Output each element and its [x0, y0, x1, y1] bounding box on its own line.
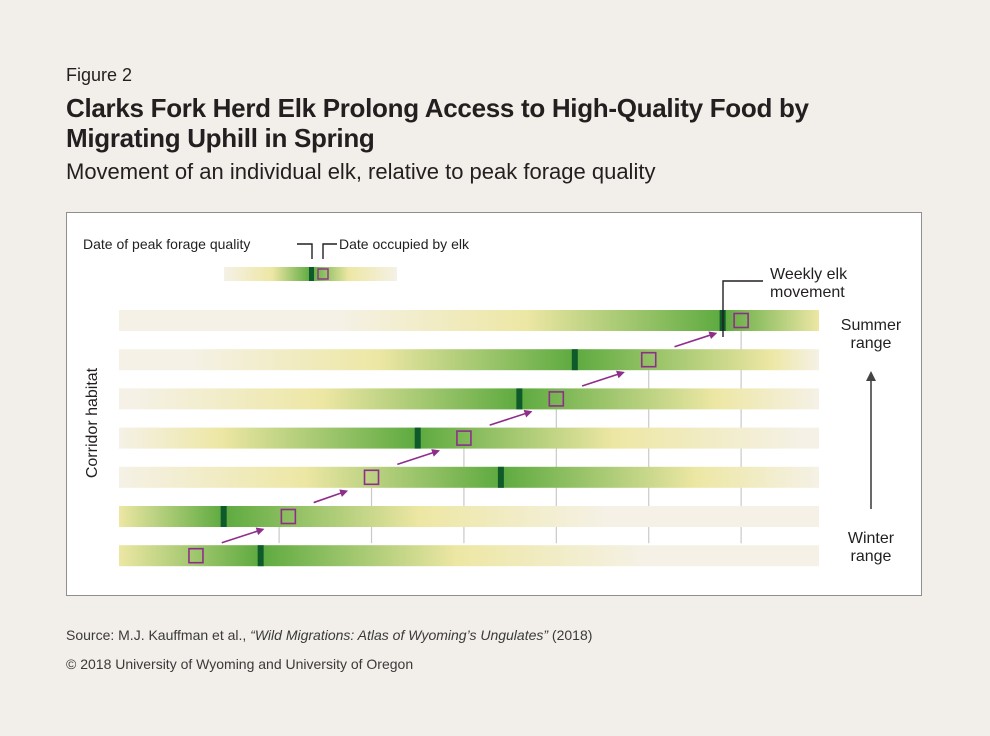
legend-peak-connector: [297, 243, 313, 259]
movement-arrow: [397, 449, 441, 466]
forage-band: [119, 466, 819, 488]
forage-band: [119, 310, 819, 331]
forage-band: [119, 349, 819, 371]
legend-occupied-connector: [322, 243, 337, 259]
elk-position-marker: [640, 351, 657, 368]
elk-position-marker: [456, 430, 472, 446]
source-year: (2018): [548, 627, 593, 643]
axis-label: Corridor habitat: [84, 367, 101, 478]
figure-subtitle: Movement of an individual elk, relative …: [66, 159, 656, 184]
legend-peak-marker: [309, 267, 314, 281]
source-title: “Wild Migrations: Atlas of Wyoming’s Ung…: [250, 627, 549, 643]
legend-elk-marker: [317, 268, 329, 280]
winter-range-line-2: range: [851, 548, 892, 565]
annotation-line-2: movement: [770, 284, 845, 301]
legend-peak-label: Date of peak forage quality: [83, 236, 250, 252]
legend: Date of peak forage quality Date occupie…: [83, 236, 470, 281]
copyright: © 2018 University of Wyoming and Univers…: [66, 656, 414, 672]
forage-bands: [119, 310, 819, 567]
movement-arrow: [489, 409, 533, 426]
figure-label: Figure 2: [66, 65, 133, 85]
peak-forage-marker: [220, 506, 227, 527]
annotation-connector: [722, 280, 763, 337]
migration-diagram: Date of peak forage quality Date occupie…: [83, 236, 902, 567]
peak-forage-marker: [257, 545, 264, 567]
source-prefix: Source: M.J. Kauffman et al.,: [66, 627, 251, 643]
movement-arrow: [313, 489, 349, 504]
peak-forage-marker: [571, 349, 578, 371]
summer-range-line-2: range: [851, 335, 892, 352]
annotation-line-1: Weekly elk: [770, 266, 848, 283]
summer-range-line-1: Summer: [841, 317, 902, 334]
forage-band: [119, 545, 819, 567]
peak-forage-marker: [516, 388, 523, 410]
elk-movement-arrows: [221, 331, 718, 544]
peak-forage-marker: [414, 427, 421, 449]
movement-arrow: [221, 527, 265, 544]
legend-band: [224, 267, 397, 281]
movement-arrow: [674, 331, 718, 348]
peak-forage-marker: [497, 466, 504, 488]
forage-band: [119, 427, 819, 449]
forage-band: [119, 506, 819, 527]
winter-range-line-1: Winter: [848, 530, 895, 547]
elk-position-marker: [280, 508, 297, 525]
source-note: Source: M.J. Kauffman et al., “Wild Migr…: [66, 627, 592, 643]
figure-title: Clarks Fork Herd Elk Prolong Access to H…: [66, 93, 809, 153]
elk-position-marker: [548, 391, 565, 407]
forage-band: [119, 388, 819, 410]
elk-position-marker: [733, 312, 749, 329]
movement-arrow: [581, 370, 625, 387]
weekly-movement-annotation: Weekly elk movement: [722, 266, 848, 337]
elk-position-marker: [188, 547, 204, 564]
diagram-panel: Date of peak forage quality Date occupie…: [66, 212, 922, 596]
legend-occupied-label: Date occupied by elk: [339, 236, 470, 252]
elk-position-marker: [363, 469, 380, 486]
